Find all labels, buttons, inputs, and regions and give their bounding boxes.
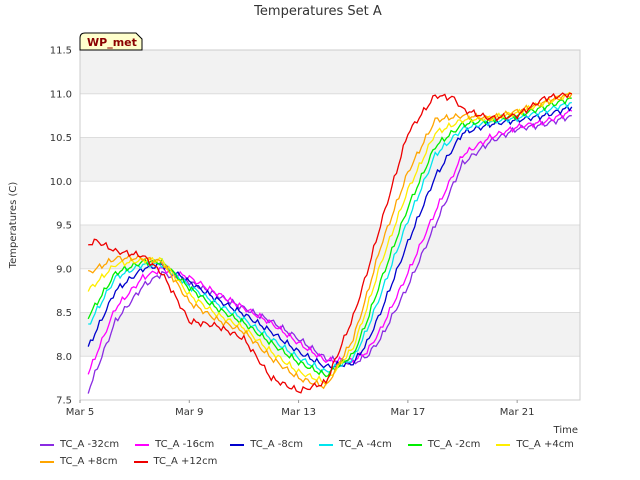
badge-shape xyxy=(79,32,143,51)
chart-title: Temperatures Set A xyxy=(253,4,382,19)
legend-swatch xyxy=(407,443,422,446)
legend-swatch xyxy=(230,443,245,446)
legend-row: TC_A +8cm TC_A +12cm xyxy=(40,453,630,470)
background-band xyxy=(80,356,580,400)
background-band xyxy=(80,50,580,94)
x-tick-label: Mar 13 xyxy=(281,407,316,418)
background-band xyxy=(80,137,580,182)
legend-item: TC_A +4cm xyxy=(496,439,574,450)
x-tick-label: Mar 5 xyxy=(66,407,94,418)
legend-swatch xyxy=(135,443,150,446)
y-tick-label: 11.5 xyxy=(50,46,72,57)
legend-item: TC_A -16cm xyxy=(135,439,214,450)
legend-swatch xyxy=(133,460,148,463)
background-band xyxy=(80,312,580,357)
legend-swatch xyxy=(40,443,54,446)
legend-item: TC_A +8cm xyxy=(40,456,118,467)
legend-label: TC_A -32cm xyxy=(60,439,120,450)
legend-item: TC_A +12cm xyxy=(133,456,218,467)
legend-label: TC_A +8cm xyxy=(60,456,118,467)
legend-label: TC_A -2cm xyxy=(427,439,481,450)
legend-label: TC_A +4cm xyxy=(516,439,574,450)
y-tick-labels: 7.5 8.0 8.5 9.0 9.5 10.0 10.5 11.0 11.5 xyxy=(50,46,72,407)
y-tick-label: 9.0 xyxy=(56,264,72,275)
y-tick-label: 9.5 xyxy=(56,221,72,232)
series-line-tc-a-8cm xyxy=(87,93,573,390)
y-tick-label: 10.5 xyxy=(50,133,72,144)
legend-row: TC_A -32cm TC_A -16cm TC_A -8cm TC_A -4cm TC… xyxy=(40,436,630,453)
wp-met-badge: WP_met xyxy=(79,32,143,51)
background-band xyxy=(80,181,580,225)
background-band xyxy=(80,268,580,313)
y-tick-label: 8.5 xyxy=(56,308,72,319)
background-band xyxy=(80,93,580,138)
legend-label: TC_A +12cm xyxy=(153,456,218,467)
legend-item: TC_A -4cm xyxy=(318,439,392,450)
x-tick-labels: Mar 5 Mar 9 Mar 13 Mar 17 Mar 21 xyxy=(66,400,535,418)
legend-item: TC_A -2cm xyxy=(407,439,481,450)
series-lines xyxy=(87,91,573,394)
legend-label: TC_A -4cm xyxy=(338,439,392,450)
legend-label: TC_A -8cm xyxy=(250,439,303,450)
badge-text: WP_met xyxy=(87,36,137,49)
legend-item: TC_A -8cm xyxy=(230,439,303,450)
x-tick-label: Mar 17 xyxy=(390,407,425,418)
legend-label: TC_A -16cm xyxy=(155,439,215,450)
plot-background xyxy=(80,50,580,400)
series-line-tc-a-32cm xyxy=(87,114,572,394)
x-axis-label: Time xyxy=(553,425,578,436)
x-tick-label: Mar 21 xyxy=(500,407,535,418)
legend-swatch xyxy=(318,443,333,446)
y-axis-label: Temperatures (C) xyxy=(8,182,19,270)
legend-swatch xyxy=(496,443,511,446)
legend: TC_A -32cm TC_A -16cm TC_A -8cm TC_A -4cm TC… xyxy=(40,436,630,470)
plot-frame xyxy=(79,49,581,401)
series-line-tc-a-12cm xyxy=(88,92,572,394)
y-tick-label: 8.0 xyxy=(56,352,72,363)
legend-swatch xyxy=(40,460,54,463)
x-tick-label: Mar 9 xyxy=(175,407,203,418)
y-tick-label: 10.0 xyxy=(50,177,72,188)
y-tick-label: 7.5 xyxy=(56,396,72,407)
y-tick-label: 11.0 xyxy=(50,89,72,100)
legend-item: TC_A -32cm xyxy=(40,439,119,450)
